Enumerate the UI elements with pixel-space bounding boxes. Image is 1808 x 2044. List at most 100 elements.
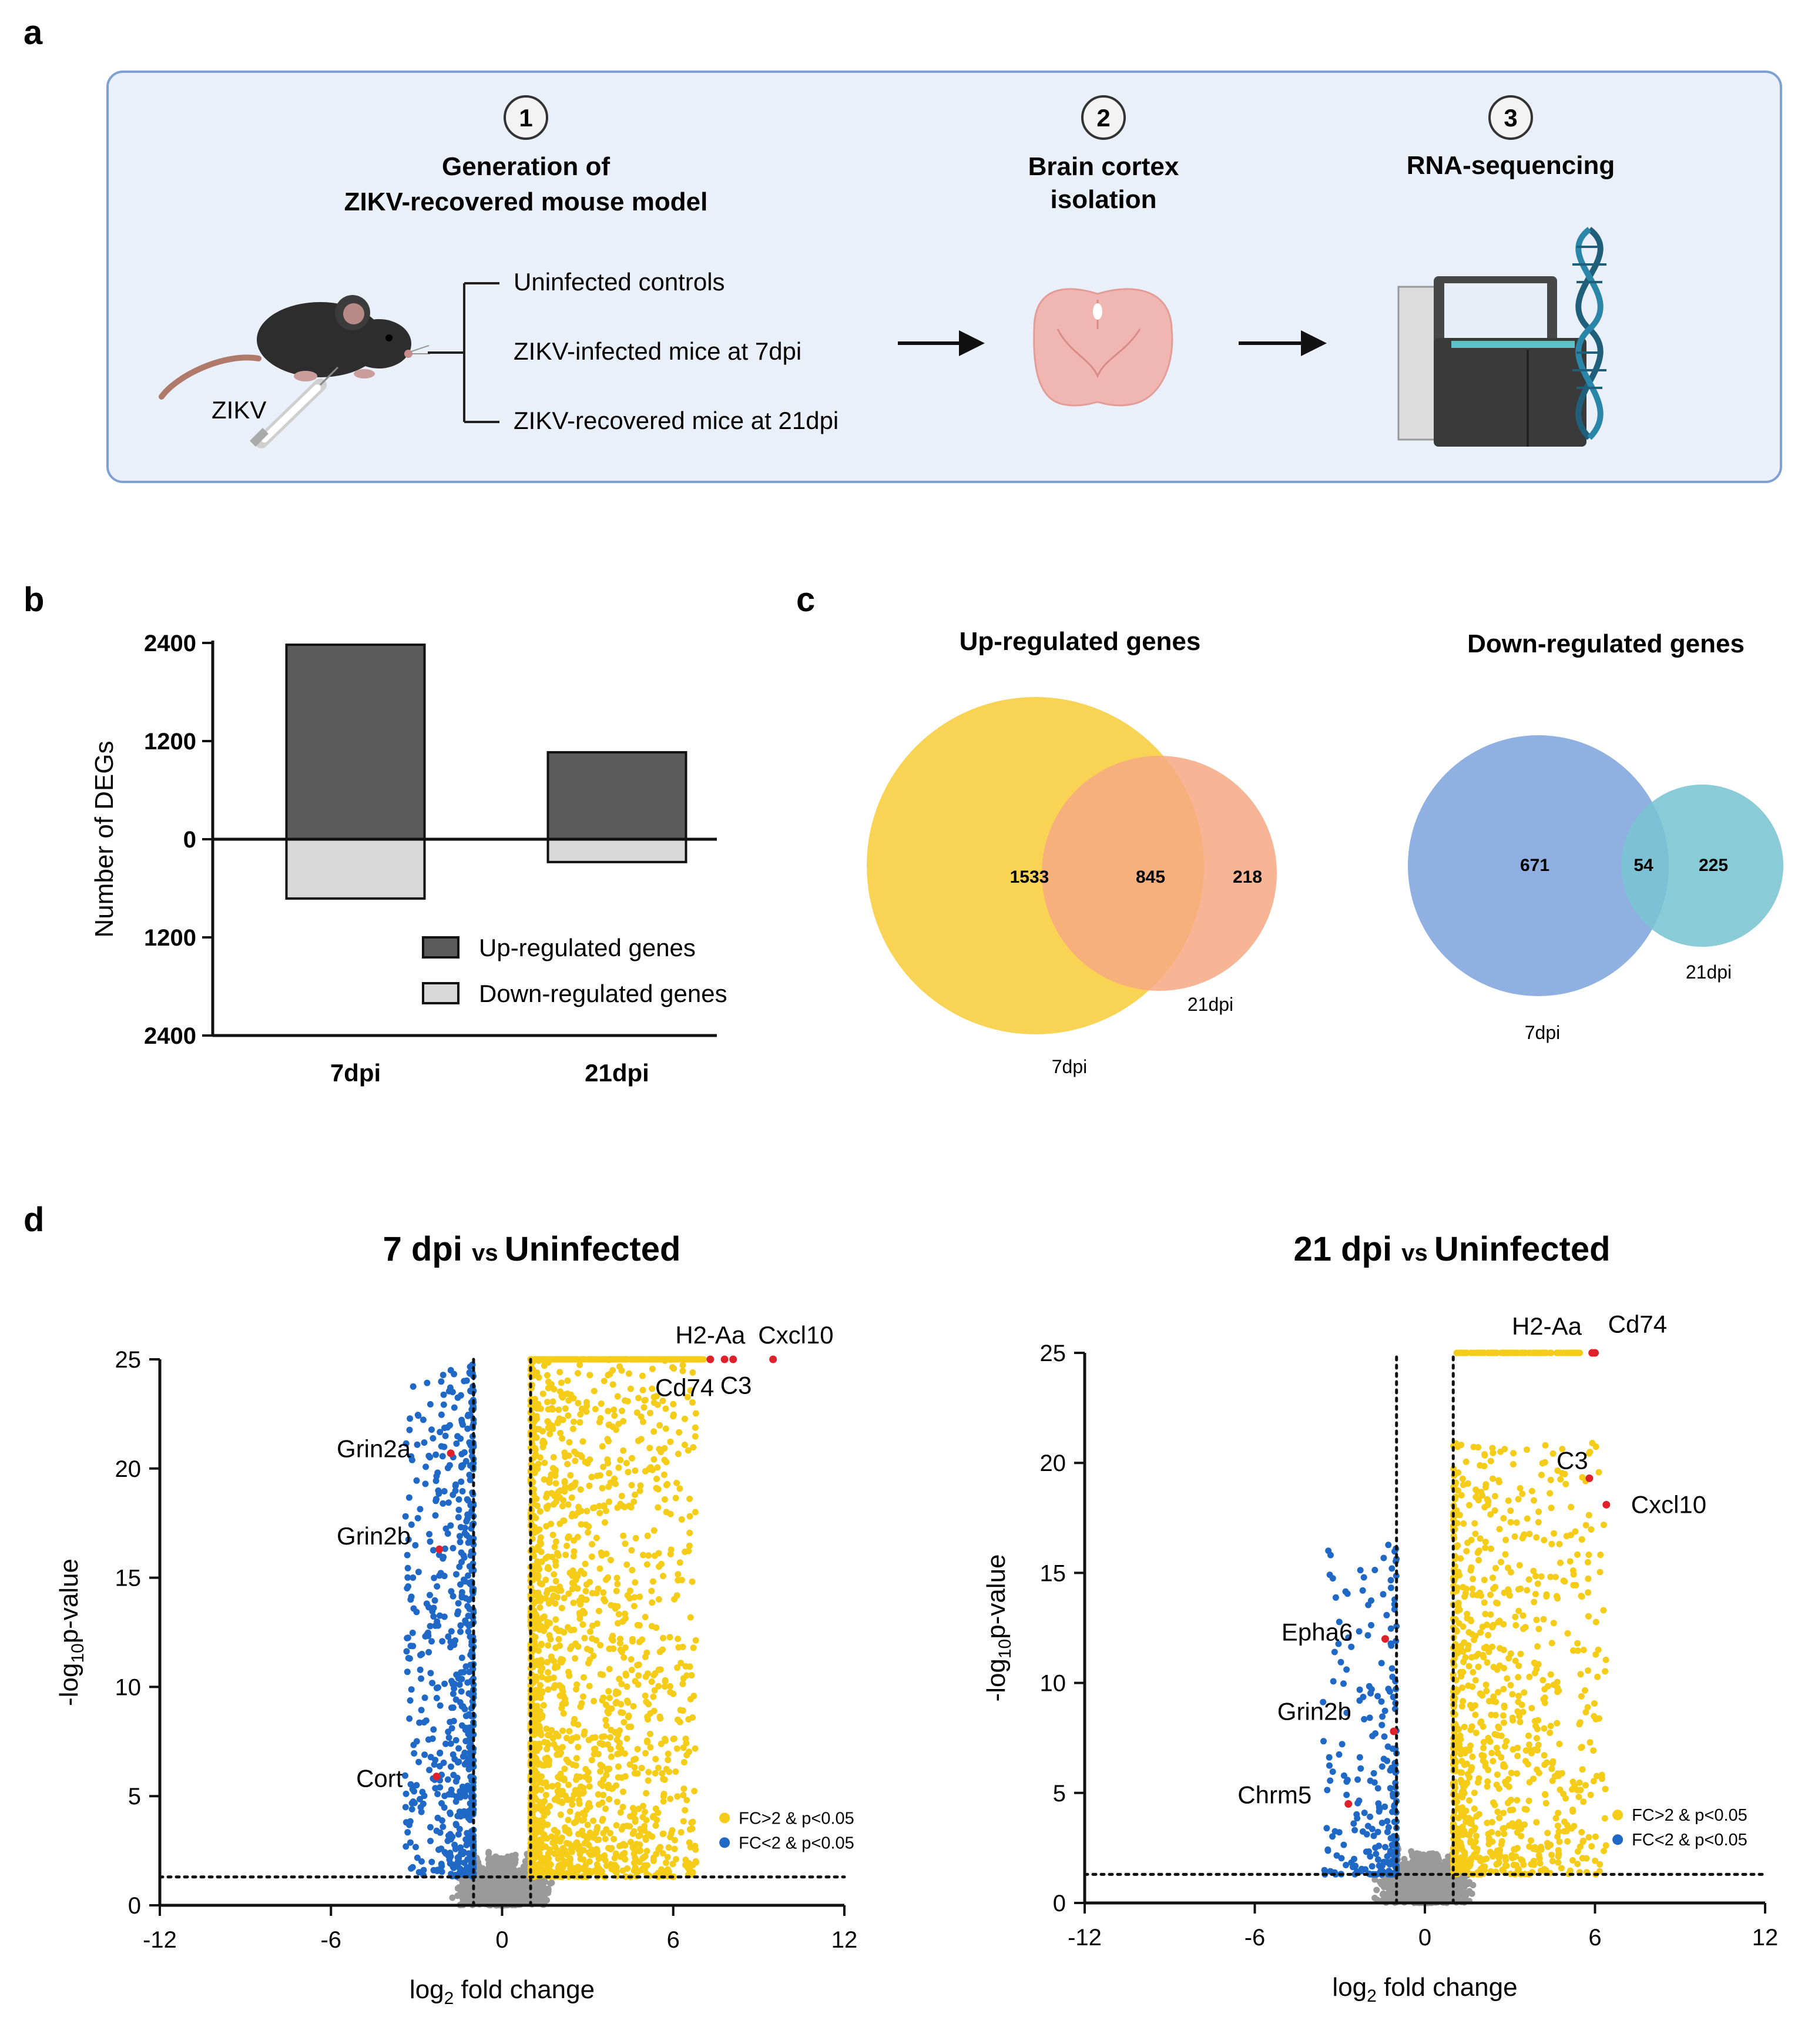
down-point xyxy=(413,1782,420,1789)
up-point xyxy=(627,1587,633,1594)
ns-point xyxy=(508,1867,514,1874)
up-point xyxy=(568,1391,575,1398)
down-point xyxy=(464,1829,471,1837)
up-point xyxy=(659,1770,666,1777)
volcano-x-axis-label: log2 fold change xyxy=(410,1975,595,2008)
gene-label: Grin2b xyxy=(337,1522,411,1550)
up-point xyxy=(620,1719,628,1725)
up-point xyxy=(573,1773,581,1780)
up-point xyxy=(565,1781,572,1788)
down-point xyxy=(444,1776,451,1783)
up-point xyxy=(556,1369,563,1376)
down-point xyxy=(447,1422,454,1429)
up-point xyxy=(585,1523,592,1530)
down-point xyxy=(431,1761,438,1768)
down-point xyxy=(458,1688,465,1695)
venn-up-only-7dpi: 1533 xyxy=(1010,867,1049,887)
down-point xyxy=(458,1464,465,1471)
up-point xyxy=(615,1689,622,1696)
up-point xyxy=(546,1846,554,1853)
up-point xyxy=(680,1785,687,1792)
up-point xyxy=(666,1683,673,1690)
down-point xyxy=(441,1443,448,1450)
dna-helix-icon xyxy=(1572,227,1606,440)
down-point xyxy=(466,1369,473,1376)
up-point xyxy=(539,1614,546,1621)
up-point xyxy=(544,1372,551,1379)
up-point xyxy=(667,1830,675,1837)
step-3-number: 3 xyxy=(1504,104,1517,132)
up-point-capped xyxy=(606,1356,613,1363)
step-1-title-line2: ZIKV-recovered mouse model xyxy=(344,187,708,216)
up-point xyxy=(576,1361,583,1368)
down-point xyxy=(434,1583,441,1590)
down-point xyxy=(434,1868,441,1874)
up-point xyxy=(591,1698,598,1704)
down-point xyxy=(407,1697,414,1704)
up-point-capped xyxy=(532,1356,539,1363)
down-point xyxy=(441,1613,448,1620)
venn-down-21dpi-circle xyxy=(1621,785,1783,947)
up-point xyxy=(549,1532,556,1539)
up-point xyxy=(681,1415,688,1422)
up-point xyxy=(673,1592,680,1599)
up-point xyxy=(682,1549,689,1555)
up-point-capped xyxy=(697,1356,704,1363)
down-point xyxy=(462,1595,469,1602)
ns-point xyxy=(1373,1886,1380,1894)
up-point xyxy=(575,1643,582,1650)
up-point xyxy=(692,1745,699,1752)
ns-point xyxy=(506,1882,513,1889)
ns-point xyxy=(522,1885,529,1892)
up-point xyxy=(597,1641,604,1648)
down-point xyxy=(417,1651,424,1658)
down-point xyxy=(429,1735,436,1742)
down-point xyxy=(447,1811,454,1817)
volcano-x-tick-label: 0 xyxy=(495,1927,508,1953)
down-point xyxy=(407,1596,414,1603)
up-point xyxy=(593,1827,601,1834)
up-point xyxy=(545,1425,552,1432)
up-point xyxy=(692,1424,699,1431)
up-point xyxy=(544,1783,551,1790)
up-point xyxy=(630,1703,637,1710)
up-point xyxy=(532,1788,539,1795)
up-point xyxy=(575,1503,582,1510)
up-point xyxy=(676,1429,683,1436)
step-2-title-line2: isolation xyxy=(1051,185,1157,214)
gene-label: C3 xyxy=(720,1372,752,1399)
up-point xyxy=(601,1378,608,1385)
down-point xyxy=(429,1608,436,1615)
up-point xyxy=(607,1734,613,1741)
up-point xyxy=(635,1832,642,1839)
down-point xyxy=(431,1574,438,1581)
ns-point xyxy=(477,1885,484,1892)
step-1-badge: 1 xyxy=(504,95,548,140)
up-point xyxy=(665,1757,672,1764)
up-point xyxy=(577,1703,584,1710)
up-point xyxy=(664,1481,670,1487)
down-point xyxy=(433,1496,440,1503)
up-point xyxy=(652,1755,659,1762)
volcano-y-tick-label: 10 xyxy=(115,1674,142,1700)
down-point xyxy=(451,1371,458,1378)
up-point xyxy=(597,1780,604,1787)
up-point xyxy=(538,1787,545,1794)
up-point xyxy=(687,1614,694,1621)
up-point xyxy=(582,1587,589,1594)
up-point xyxy=(559,1394,566,1401)
up-point xyxy=(572,1479,579,1486)
up-point xyxy=(652,1805,659,1812)
down-point xyxy=(418,1675,425,1682)
down-point xyxy=(411,1750,418,1757)
highlight-point xyxy=(706,1355,715,1363)
up-point xyxy=(551,1543,558,1550)
down-point xyxy=(432,1451,440,1458)
up-point xyxy=(609,1785,616,1792)
up-point xyxy=(553,1795,560,1802)
down-point xyxy=(450,1771,457,1778)
up-point xyxy=(586,1683,593,1690)
up-point xyxy=(572,1655,579,1662)
up-point xyxy=(692,1846,699,1853)
